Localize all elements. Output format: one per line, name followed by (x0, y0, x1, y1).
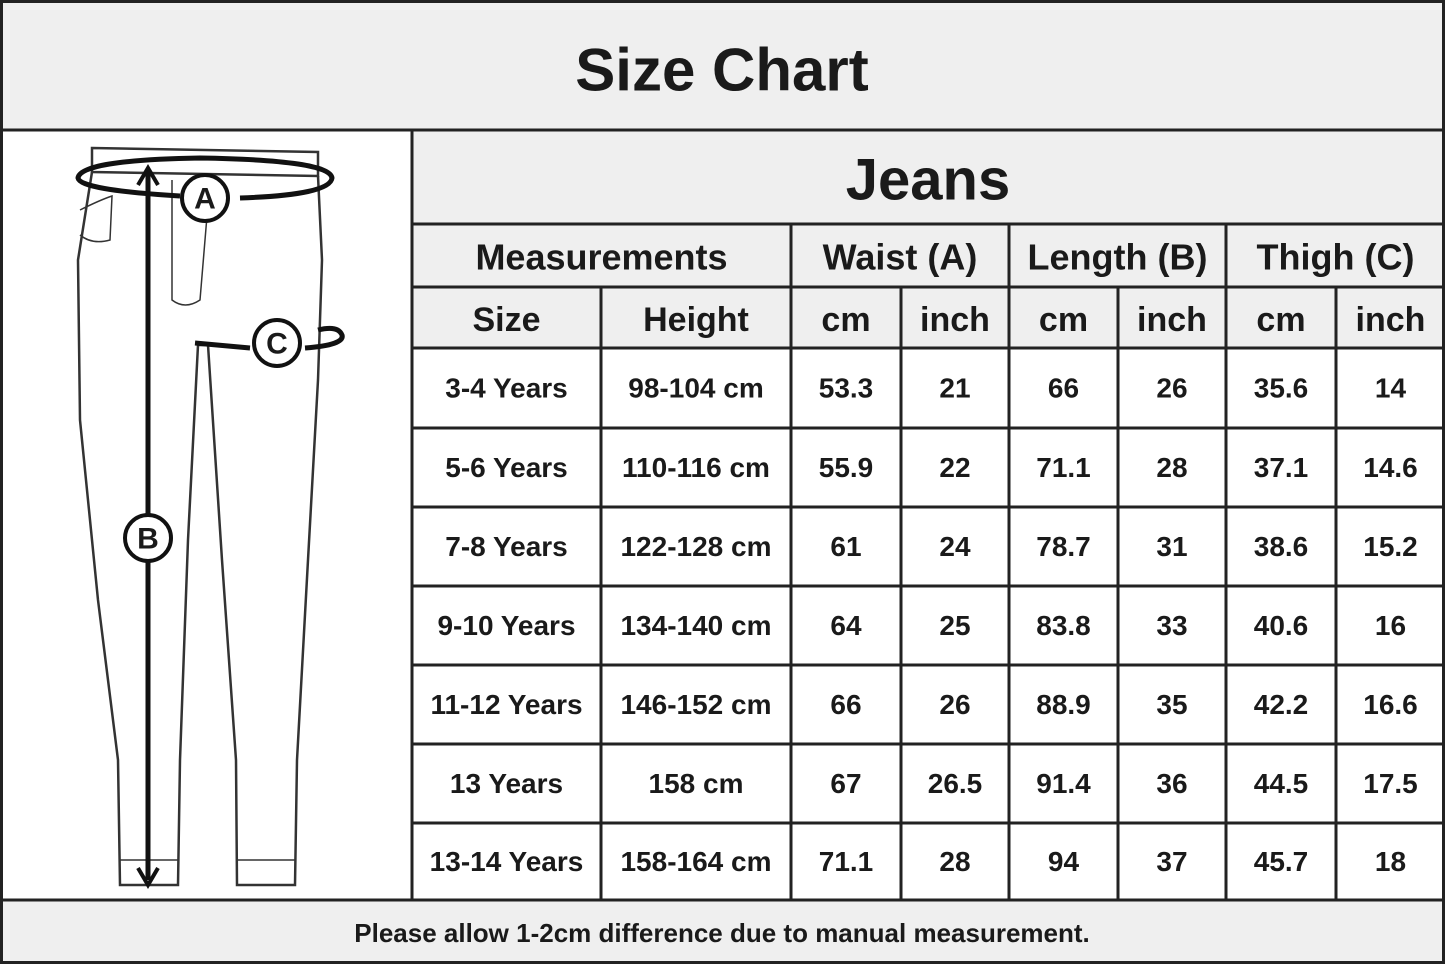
table-cell: 36 (1156, 768, 1187, 799)
table-cell: 146-152 cm (620, 689, 771, 720)
table-cell: 9-10 Years (437, 610, 575, 641)
table-cell: 11-12 Years (430, 689, 582, 720)
table-cell: 66 (1048, 373, 1079, 404)
table-cell: 37.1 (1254, 452, 1309, 483)
table-cell: 134-140 cm (620, 610, 771, 641)
diagram-label: A (194, 183, 216, 216)
group-header: Thigh (C) (1257, 237, 1415, 278)
table-cell: 71.1 (1036, 452, 1091, 483)
table-cell: 28 (1156, 452, 1187, 483)
thigh-arrow (194, 325, 345, 351)
column-header: inch (920, 301, 990, 339)
table-cell: 24 (939, 531, 971, 562)
table-cell: 91.4 (1036, 768, 1091, 799)
fly (171, 179, 211, 306)
group-header: Measurements (475, 237, 727, 278)
table-cell: 14.6 (1363, 452, 1418, 483)
table-cell: 88.9 (1036, 689, 1091, 720)
table-cell: 21 (939, 373, 970, 404)
table-cell: 26 (1156, 373, 1187, 404)
table-header-bg (412, 130, 1445, 348)
diagram-label: C (266, 328, 288, 361)
table-cell: 83.8 (1036, 610, 1091, 641)
waist-arrow (75, 155, 335, 201)
page-title: Size Chart (575, 37, 868, 104)
table-cell: 98-104 cm (628, 373, 763, 404)
table-cell: 35 (1156, 689, 1187, 720)
table-cell: 3-4 Years (445, 373, 568, 404)
table-title: Jeans (846, 148, 1010, 213)
table-cell: 67 (830, 768, 861, 799)
table-cell: 22 (939, 452, 970, 483)
table-cell: 71.1 (819, 846, 874, 877)
table-cell: 110-116 cm (622, 452, 770, 483)
column-header: cm (1256, 301, 1305, 339)
table-cell: 31 (1156, 531, 1187, 562)
table-cell: 15.2 (1363, 531, 1418, 562)
table-cell: 35.6 (1254, 373, 1309, 404)
table-cell: 42.2 (1254, 689, 1309, 720)
table-cell: 158 cm (649, 768, 744, 799)
table-cell: 78.7 (1036, 531, 1091, 562)
diagram-label: B (137, 523, 159, 556)
table-cell: 64 (830, 610, 862, 641)
column-header: cm (821, 301, 870, 339)
table-cell: 7-8 Years (445, 531, 568, 562)
table-cell: 53.3 (819, 373, 874, 404)
table-cell: 13 Years (450, 768, 563, 799)
footer-band (0, 900, 1445, 964)
table-cell: 45.7 (1254, 846, 1309, 877)
label-circle (252, 318, 302, 368)
table-cell: 14 (1375, 373, 1407, 404)
column-header: cm (1039, 301, 1088, 339)
table-cell: 16.6 (1363, 689, 1418, 720)
table-cell: 44.5 (1254, 768, 1309, 799)
table-cell: 25 (939, 610, 970, 641)
table-cell: 5-6 Years (445, 452, 568, 483)
pocket (79, 194, 113, 243)
table-cell: 66 (830, 689, 861, 720)
label-circle (180, 173, 230, 223)
table-cell: 18 (1375, 846, 1406, 877)
label-circle (123, 513, 173, 563)
table-cell: 55.9 (819, 452, 874, 483)
table-cell: 38.6 (1254, 531, 1309, 562)
column-header: Size (472, 301, 540, 339)
arrow-heads (136, 164, 160, 889)
group-header: Length (B) (1028, 237, 1208, 278)
table-cell: 13-14 Years (430, 846, 584, 877)
table-cell: 122-128 cm (620, 531, 771, 562)
table-cell: 158-164 cm (620, 846, 771, 877)
table-cell: 40.6 (1254, 610, 1309, 641)
column-header: Height (643, 301, 749, 339)
group-header: Waist (A) (823, 237, 978, 278)
table-cell: 16 (1375, 610, 1406, 641)
footer-note: Please allow 1-2cm difference due to man… (354, 918, 1090, 948)
column-header: inch (1137, 301, 1207, 339)
table-cell: 17.5 (1363, 768, 1418, 799)
table-cell: 37 (1156, 846, 1187, 877)
table-cell: 33 (1156, 610, 1187, 641)
table-cell: 26.5 (928, 768, 983, 799)
table-cell: 26 (939, 689, 970, 720)
title-band (0, 0, 1445, 130)
table-cell: 94 (1048, 846, 1080, 877)
table-cell: 61 (830, 531, 861, 562)
table-cell: 28 (939, 846, 970, 877)
column-header: inch (1356, 301, 1426, 339)
